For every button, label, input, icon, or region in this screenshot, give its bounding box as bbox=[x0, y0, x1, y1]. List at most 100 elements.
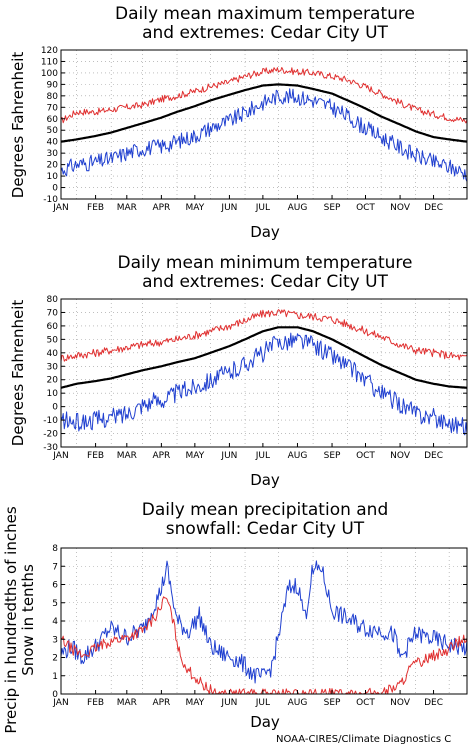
plot-frame bbox=[60, 49, 468, 200]
grid bbox=[61, 298, 467, 448]
y-tick-label: -20 bbox=[43, 430, 58, 440]
grid bbox=[61, 547, 467, 695]
x-tick-label: APR bbox=[152, 698, 170, 708]
x-tick-label: MAR bbox=[117, 451, 137, 461]
x-tick-label: JUL bbox=[255, 698, 270, 708]
y-tick-label: 8 bbox=[52, 544, 58, 554]
x-axis-label: Day bbox=[250, 471, 280, 489]
y-tick-label: 0 bbox=[52, 403, 58, 413]
x-tick-label: MAY bbox=[185, 451, 204, 461]
x-tick-label: DEC bbox=[424, 203, 443, 213]
x-tick-label: SEP bbox=[324, 203, 341, 213]
x-tick-label: FEB bbox=[87, 203, 104, 213]
y-axis-label: Degrees Fahrenheit bbox=[9, 52, 27, 199]
x-tick-label: JUL bbox=[255, 203, 270, 213]
x-tick-label: JUN bbox=[220, 203, 237, 213]
series-max-extreme bbox=[60, 67, 468, 124]
chart-title-line2: and extremes: Cedar City UT bbox=[142, 23, 388, 43]
x-tick-label: OCT bbox=[356, 698, 375, 708]
y-axis-label: Degrees Fahrenheit bbox=[9, 300, 27, 447]
min-temperature-chart: Daily mean minimum temperature and extre… bbox=[9, 253, 468, 489]
y-tick-label: 80 bbox=[47, 92, 59, 102]
y-tick-label: 70 bbox=[47, 103, 59, 113]
series-snow bbox=[60, 596, 468, 695]
x-tick-label: AUG bbox=[288, 451, 308, 461]
y-tick-label: 5 bbox=[52, 599, 58, 609]
x-tick-label: DEC bbox=[424, 698, 443, 708]
y-tick-label: 3 bbox=[52, 635, 58, 645]
x-tick-label: APR bbox=[152, 451, 170, 461]
x-tick-label: SEP bbox=[324, 451, 341, 461]
series-max-extreme bbox=[60, 309, 468, 362]
y-tick-label: 100 bbox=[41, 69, 58, 79]
y-tick-label: 1 bbox=[52, 672, 58, 682]
y-tick-label: 10 bbox=[47, 389, 59, 399]
max-temperature-chart: Daily mean maximum temperature and extre… bbox=[9, 4, 468, 241]
y-tick-label: 6 bbox=[52, 581, 58, 591]
x-tick-label: SEP bbox=[324, 698, 341, 708]
y-tick-label: 30 bbox=[47, 149, 59, 159]
y-tick-label: 50 bbox=[47, 126, 59, 136]
x-tick-label: NOV bbox=[390, 698, 411, 708]
y-axis-label-line1: Precip in hundredths of inches bbox=[2, 506, 20, 733]
y-tick-label: 90 bbox=[47, 80, 59, 90]
x-tick-label: JAN bbox=[52, 203, 68, 213]
y-tick-label: 110 bbox=[41, 57, 58, 67]
x-tick-label: AUG bbox=[288, 203, 308, 213]
grid bbox=[61, 49, 467, 200]
y-tick-label: 60 bbox=[47, 115, 59, 125]
y-tick-label: -10 bbox=[43, 195, 58, 205]
y-tick-label: 7 bbox=[52, 562, 58, 572]
x-tick-label: JAN bbox=[52, 698, 68, 708]
series-precip bbox=[60, 560, 468, 684]
x-tick-label: NOV bbox=[390, 451, 411, 461]
x-tick-label: JUL bbox=[255, 451, 270, 461]
y-tick-label: 70 bbox=[47, 308, 59, 318]
y-tick-label: 20 bbox=[47, 161, 59, 171]
chart-title-line2: and extremes: Cedar City UT bbox=[142, 272, 388, 292]
chart-title-line1: Daily mean minimum temperature bbox=[118, 253, 413, 273]
y-tick-label: 20 bbox=[47, 376, 59, 386]
chart-title-line1: Daily mean precipitation and bbox=[142, 500, 389, 520]
series-mean bbox=[60, 83, 468, 143]
y-tick-label: 40 bbox=[47, 138, 59, 148]
x-axis-label: Day bbox=[250, 223, 280, 241]
x-tick-label: MAR bbox=[117, 203, 137, 213]
y-tick-label: 120 bbox=[41, 46, 58, 56]
x-tick-label: NOV bbox=[390, 203, 411, 213]
x-tick-label: FEB bbox=[87, 451, 104, 461]
x-tick-label: JAN bbox=[52, 451, 68, 461]
series-min-extreme bbox=[60, 88, 468, 182]
y-tick-label: 0 bbox=[52, 690, 58, 700]
y-tick-label: 0 bbox=[52, 184, 58, 194]
x-tick-label: DEC bbox=[424, 451, 443, 461]
x-tick-label: APR bbox=[152, 203, 170, 213]
precipitation-chart: Daily mean precipitation and snowfall: C… bbox=[2, 500, 468, 734]
y-tick-label: 40 bbox=[47, 349, 59, 359]
chart-title-line1: Daily mean maximum temperature bbox=[115, 4, 415, 24]
x-tick-label: MAR bbox=[117, 698, 137, 708]
series-min-extreme bbox=[60, 332, 468, 436]
chart-title-line2: snowfall: Cedar City UT bbox=[166, 519, 365, 539]
y-tick-label: 10 bbox=[47, 172, 59, 182]
y-tick-label: 4 bbox=[52, 617, 58, 627]
y-tick-label: -30 bbox=[43, 443, 58, 453]
x-tick-label: OCT bbox=[356, 451, 375, 461]
y-tick-label: 50 bbox=[47, 335, 59, 345]
y-tick-label: 80 bbox=[47, 295, 59, 305]
y-tick-label: -10 bbox=[43, 416, 58, 426]
x-tick-label: OCT bbox=[356, 203, 375, 213]
x-tick-label: JUN bbox=[220, 698, 237, 708]
plot-frame bbox=[60, 298, 468, 448]
y-tick-label: 2 bbox=[52, 654, 58, 664]
x-tick-label: MAY bbox=[185, 698, 204, 708]
x-axis-label: Day bbox=[250, 713, 280, 731]
y-axis-label-line2: Snow in tenths bbox=[19, 564, 37, 676]
x-tick-label: FEB bbox=[87, 698, 104, 708]
y-tick-label: 30 bbox=[47, 362, 59, 372]
x-tick-label: AUG bbox=[288, 698, 308, 708]
x-tick-label: JUN bbox=[220, 451, 237, 461]
series-mean bbox=[60, 326, 468, 389]
credit-text: NOAA-CIRES/Climate Diagnostics C bbox=[276, 734, 451, 745]
